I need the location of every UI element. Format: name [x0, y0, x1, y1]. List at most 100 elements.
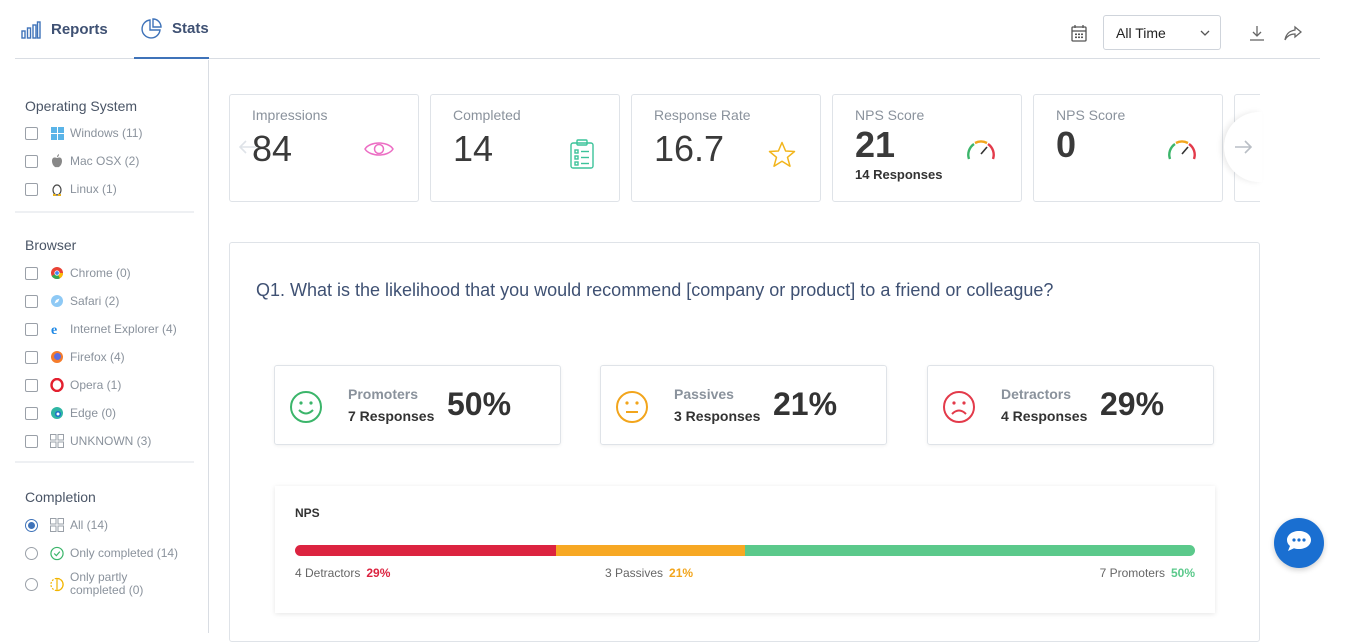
grid-icon: [50, 434, 64, 448]
firefox-icon: [50, 350, 64, 364]
opera-icon: [50, 378, 64, 392]
promoters-percent: 50%: [447, 386, 512, 422]
grid-icon: [50, 518, 64, 532]
stat-card-label: NPS Score: [855, 107, 925, 123]
stat-card-label: Completed: [453, 107, 521, 123]
completion-filter-section: Completion All (14) Only completed (14) …: [15, 463, 194, 607]
radio-button[interactable]: [25, 546, 38, 560]
completion-all-label: All (14): [70, 518, 109, 532]
edge-icon: [50, 406, 64, 420]
eye-icon: [364, 139, 394, 164]
windows-icon: [50, 126, 64, 140]
completion-partly-label: Only partly completed (0): [70, 570, 144, 597]
internet-explorer-icon: e: [50, 322, 64, 336]
nps-bar-promoters-segment: [745, 545, 1195, 556]
stat-card-value: 14: [453, 128, 494, 169]
nps-legend-detractors: 4 Detractors 29%: [295, 566, 390, 580]
svg-text:e: e: [51, 323, 57, 336]
chrome-icon: [50, 266, 64, 280]
stat-card-value: 21: [855, 124, 896, 165]
detractors-box: Detractors 4 Responses 29%: [927, 365, 1214, 445]
nps-legend-promoters: 7 Promoters 50%: [1100, 566, 1195, 580]
top-bar: Reports Stats All Time: [15, 0, 1320, 59]
pie-chart-icon: [140, 17, 162, 40]
stat-card-value: 16.7: [654, 128, 725, 169]
passives-percent: 21%: [773, 386, 838, 422]
checkbox[interactable]: [25, 294, 38, 308]
promoters-responses: 7 Responses: [348, 408, 435, 424]
radio-button[interactable]: [25, 518, 38, 532]
question-panel: Q1. What is the likelihood that you woul…: [229, 242, 1260, 642]
nps-legend-passives-percent: 21%: [669, 566, 694, 580]
safari-icon: [50, 294, 64, 308]
browser-safari-filter[interactable]: Safari (2): [25, 287, 184, 315]
checkbox[interactable]: [25, 378, 38, 392]
neutral-face-icon: [615, 390, 649, 429]
gauge-icon: [1166, 137, 1198, 168]
browser-opera-filter[interactable]: Opera (1): [25, 371, 184, 399]
stat-card-impressions: Impressions 84: [229, 94, 419, 202]
chevron-down-icon: [1200, 30, 1210, 36]
nps-legend-detractors-percent: 29%: [366, 566, 391, 580]
radio-button[interactable]: [25, 577, 38, 591]
os-linux-filter[interactable]: Linux (1): [25, 175, 184, 203]
stat-card-responses: 14 Responses: [855, 167, 943, 182]
browser-firefox-filter[interactable]: Firefox (4): [25, 343, 184, 371]
smile-face-icon: [289, 390, 323, 429]
nps-bar-passives-segment: [556, 545, 745, 556]
star-icon: [768, 141, 796, 173]
nps-legend-promoters-label: 7 Promoters: [1099, 566, 1165, 580]
date-filter-select[interactable]: All Time: [1103, 15, 1221, 50]
browser-chrome-filter[interactable]: Chrome (0): [25, 259, 184, 287]
detractors-percent: 29%: [1100, 386, 1165, 422]
os-windows-label: Windows (11): [70, 126, 143, 140]
calendar-icon: [1067, 21, 1091, 45]
share-icon[interactable]: [1281, 21, 1305, 45]
checkbox[interactable]: [25, 350, 38, 364]
nps-legend-passives-label: 3 Passives: [605, 566, 664, 580]
download-icon[interactable]: [1245, 21, 1269, 45]
os-mac-filter[interactable]: Mac OSX (2): [25, 147, 184, 175]
chat-bubble-icon: [1285, 529, 1313, 558]
browser-unknown-filter[interactable]: UNKNOWN (3): [25, 427, 184, 455]
stat-card-value: 0: [1056, 124, 1077, 165]
browser-filter-section: Browser Chrome (0) Safari (2) e Internet …: [15, 213, 194, 463]
nps-stacked-bar: [295, 545, 1195, 556]
detractors-responses: 4 Responses: [1001, 408, 1088, 424]
checkbox[interactable]: [25, 406, 38, 420]
tab-reports[interactable]: Reports: [15, 0, 114, 59]
half-circle-icon: [50, 577, 64, 591]
browser-edge-filter[interactable]: Edge (0): [25, 399, 184, 427]
browser-filter-title: Browser: [25, 237, 77, 253]
passives-responses: 3 Responses: [674, 408, 761, 424]
checkbox[interactable]: [25, 322, 38, 336]
browser-edge-label: Edge (0): [70, 406, 117, 420]
os-mac-label: Mac OSX (2): [70, 154, 140, 168]
stat-card-value: 84: [252, 128, 293, 169]
carousel-prev-arrow-icon[interactable]: [228, 112, 268, 182]
browser-safari-label: Safari (2): [70, 294, 120, 308]
completion-completed-filter[interactable]: Only completed (14): [25, 539, 184, 567]
checkbox[interactable]: [25, 126, 38, 140]
chat-button[interactable]: [1274, 518, 1324, 568]
browser-ie-label: Internet Explorer (4): [70, 322, 177, 336]
stat-cards-carousel: Impressions 84 Completed 14 Response Rat…: [229, 94, 1260, 202]
linux-icon: [50, 182, 64, 196]
os-windows-filter[interactable]: Windows (11): [25, 119, 184, 147]
checkbox[interactable]: [25, 434, 38, 448]
checkbox[interactable]: [25, 182, 38, 196]
tab-stats[interactable]: Stats: [134, 0, 209, 59]
os-filter-title: Operating System: [25, 98, 138, 114]
completion-partly-filter[interactable]: Only partly completed (0): [25, 567, 184, 601]
passives-label: Passives: [674, 386, 734, 402]
browser-opera-label: Opera (1): [70, 378, 122, 392]
browser-chrome-label: Chrome (0): [70, 266, 131, 280]
browser-ie-filter[interactable]: e Internet Explorer (4): [25, 315, 184, 343]
browser-firefox-label: Firefox (4): [70, 350, 125, 364]
completion-all-filter[interactable]: All (14): [25, 511, 184, 539]
nps-legend-detractors-label: 4 Detractors: [295, 566, 361, 580]
tab-stats-label: Stats: [172, 20, 209, 37]
checkbox[interactable]: [25, 154, 38, 168]
stat-card-nps-score: NPS Score 21 14 Responses: [832, 94, 1022, 202]
checkbox[interactable]: [25, 266, 38, 280]
